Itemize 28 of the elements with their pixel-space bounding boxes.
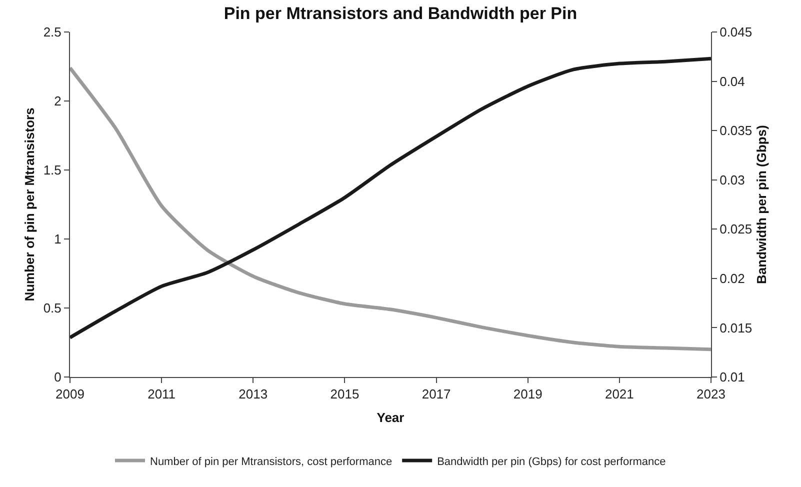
y-tick-label: 0.5 (43, 300, 62, 316)
y2-tick-label: 0.025 (720, 222, 752, 237)
y2-tick-label: 0.01 (720, 370, 745, 385)
y2-tick-label: 0.015 (720, 320, 752, 336)
y-axis-title: Number of pin per Mtransistors (22, 108, 37, 302)
y-tick-label: 2 (54, 94, 62, 109)
x-tick-label: 2015 (330, 386, 360, 402)
y2-tick-label: 0.035 (720, 123, 752, 138)
y2-tick-label: 0.02 (720, 270, 745, 286)
y-tick-label: 2.5 (43, 24, 62, 40)
chart-title: Pin per Mtransistors and Bandwidth per Pin (224, 4, 578, 24)
x-tick-label: 2019 (513, 386, 542, 402)
x-tick-label: 2009 (56, 386, 84, 402)
y-tick-label: 1 (54, 232, 62, 247)
legend-label: Number of pin per Mtransistors, cost performance (150, 456, 392, 468)
y-tick-label: 0 (54, 370, 62, 385)
x-axis-title: Year (376, 410, 404, 426)
y2-tick-label: 0.04 (720, 74, 745, 89)
x-tick-label: 2017 (422, 386, 451, 402)
x-tick-label: 2011 (148, 386, 176, 402)
y2-axis-title: Bandwidth per pin (Gbps) (754, 125, 770, 284)
x-tick-label: 2021 (604, 386, 634, 402)
legend-label: Bandwidth per pin (Gbps) for cost performance (437, 456, 666, 468)
y2-tick-label: 0.03 (720, 172, 745, 188)
y2-tick-label: 0.045 (720, 24, 752, 40)
y-tick-label: 1.5 (43, 162, 62, 178)
x-tick-label: 2023 (696, 386, 726, 402)
x-tick-label: 2013 (238, 386, 268, 402)
